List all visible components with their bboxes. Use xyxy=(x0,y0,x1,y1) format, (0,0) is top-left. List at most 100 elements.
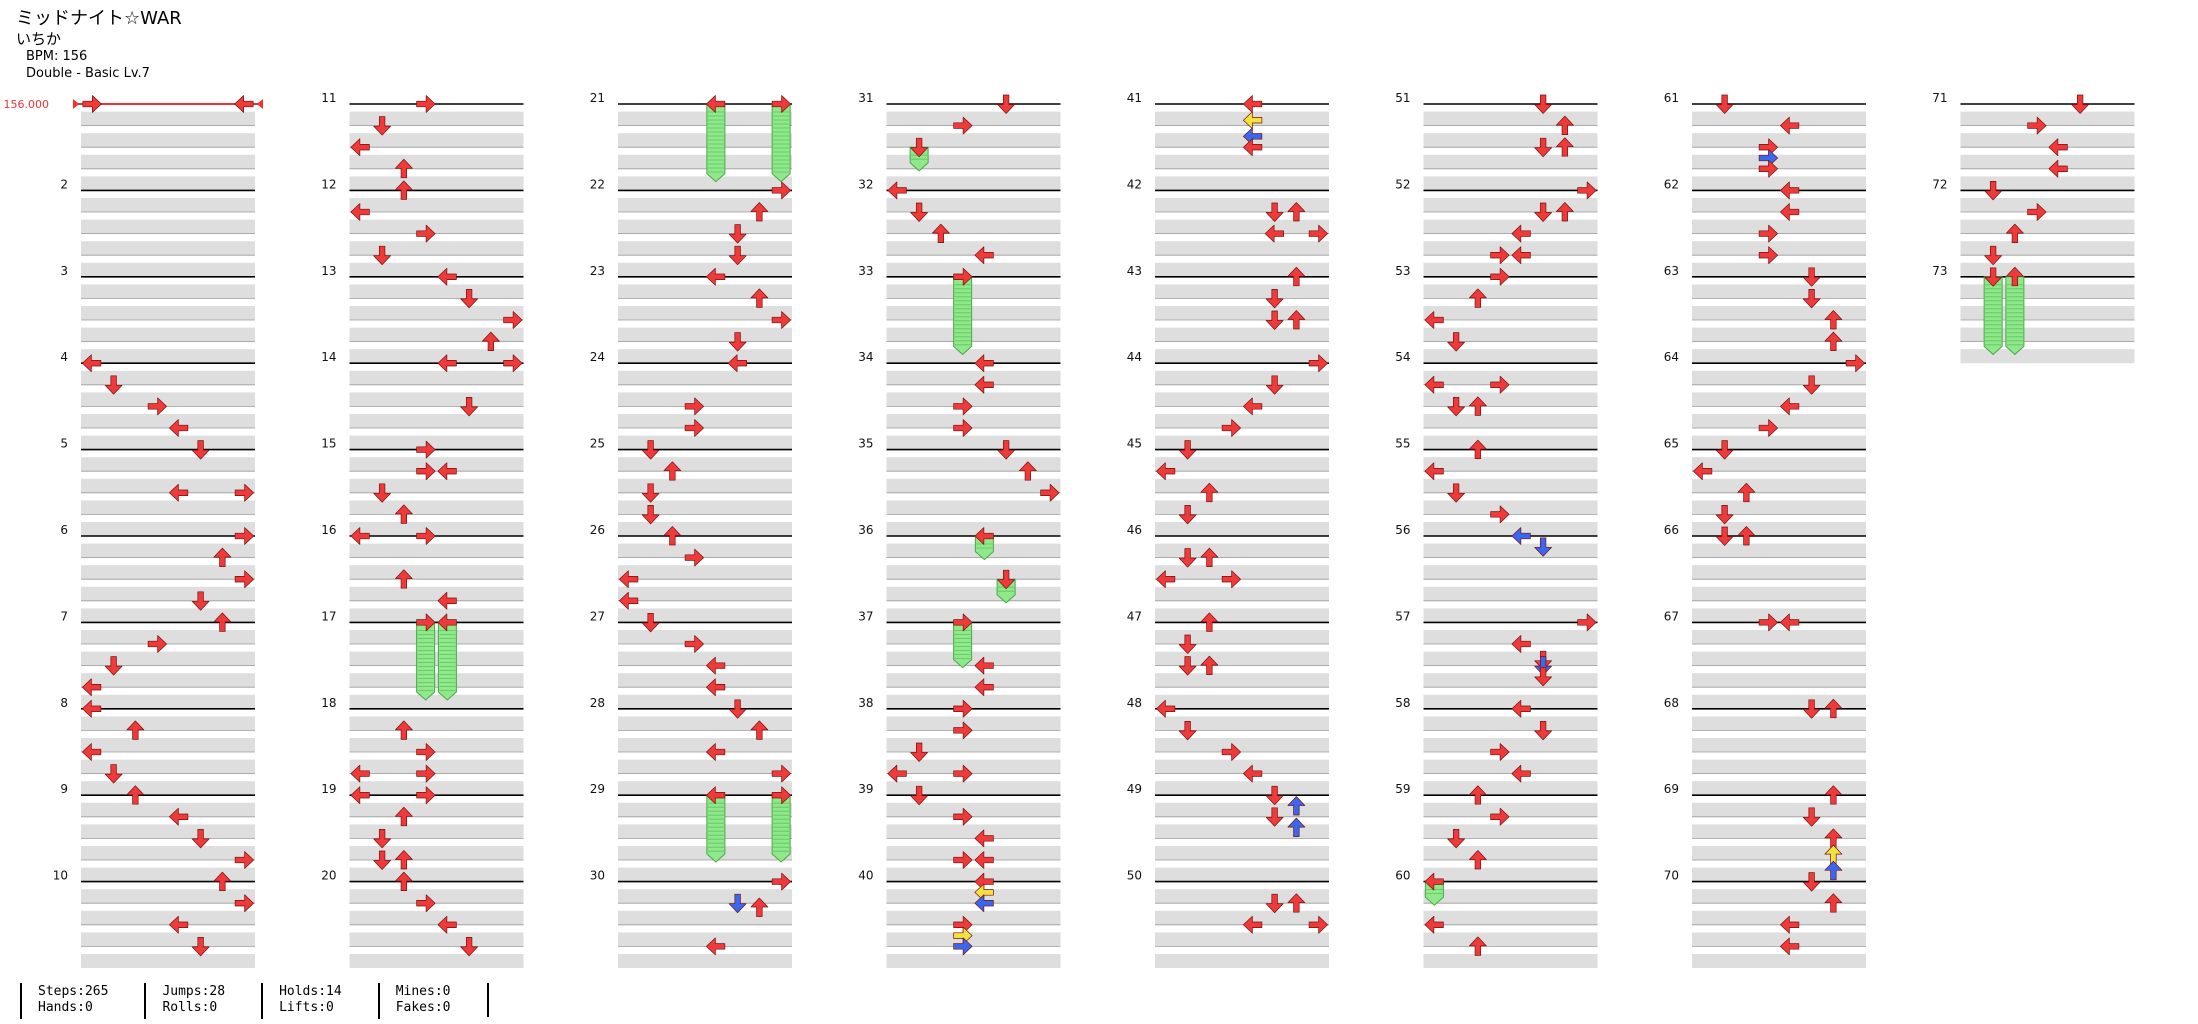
measure-number: 8 xyxy=(60,696,68,710)
beat-band xyxy=(886,846,1061,860)
beat-band xyxy=(618,867,792,882)
arrow-left-icon xyxy=(82,354,102,373)
beat-band xyxy=(1692,867,1866,882)
measure-number: 45 xyxy=(1127,437,1142,451)
beat-band xyxy=(349,262,524,277)
arrow-right-icon xyxy=(1490,267,1510,286)
beat-band xyxy=(1692,306,1866,320)
beat-band xyxy=(1692,154,1866,169)
arrow-left-icon xyxy=(169,483,189,502)
arrow-right-icon xyxy=(416,743,436,761)
arrow-right-icon xyxy=(1490,375,1510,394)
beat-band xyxy=(81,565,255,580)
beat-band xyxy=(1155,327,1329,342)
arrow-right-icon xyxy=(1308,224,1328,243)
arrow-right-icon xyxy=(684,419,704,437)
measure-number: 28 xyxy=(590,696,605,710)
arrow-down-icon xyxy=(1265,202,1284,222)
beat-band xyxy=(349,651,524,666)
measure-number: 16 xyxy=(321,523,336,537)
beat-band xyxy=(81,932,255,947)
beat-band xyxy=(349,889,524,904)
arrow-right-icon xyxy=(1490,743,1510,761)
beat-band xyxy=(1960,219,2135,234)
arrow-left-icon xyxy=(1511,246,1531,265)
arrow-right-icon xyxy=(953,937,973,956)
beat-band xyxy=(886,781,1061,796)
measure-number: 30 xyxy=(590,869,605,883)
arrow-down-icon xyxy=(1265,289,1284,309)
arrow-down-icon xyxy=(1534,202,1552,222)
arrow-left-icon xyxy=(974,375,994,394)
measure-number: 29 xyxy=(590,782,605,796)
arrow-down-icon xyxy=(1534,94,1552,114)
hold-note xyxy=(771,103,791,183)
arrow-down-icon xyxy=(1802,267,1821,287)
arrow-up-icon xyxy=(750,288,769,308)
beat-band xyxy=(618,392,792,407)
beat-band xyxy=(1423,910,1598,925)
arrow-left-icon xyxy=(1243,95,1263,113)
beat-band xyxy=(81,824,255,839)
beat-band xyxy=(618,889,792,904)
arrow-up-icon xyxy=(1287,817,1306,837)
beat-band xyxy=(1960,154,2135,169)
beat-band xyxy=(81,651,255,666)
beat-band xyxy=(886,241,1061,256)
beat-band xyxy=(1423,932,1598,947)
beat-band xyxy=(618,608,792,623)
beat-band xyxy=(1692,435,1866,450)
arrow-down-icon xyxy=(1802,872,1821,892)
measure-number: 14 xyxy=(321,350,336,364)
arrow-down-icon xyxy=(1984,181,2002,201)
beat-band xyxy=(1423,349,1598,364)
beat-band xyxy=(1155,284,1329,299)
beat-band xyxy=(349,370,524,385)
beat-band xyxy=(618,435,792,450)
arrow-down-icon xyxy=(1715,94,1734,114)
beat-band xyxy=(1155,781,1329,796)
arrow-right-icon xyxy=(1308,354,1328,373)
measure-number: 55 xyxy=(1395,437,1410,451)
beat-band xyxy=(1423,306,1598,320)
arrow-right-icon xyxy=(2027,203,2047,221)
beat-band xyxy=(886,759,1061,774)
beat-band xyxy=(349,500,524,515)
arrow-right-icon xyxy=(953,851,973,869)
arrow-left-icon xyxy=(706,656,726,675)
beat-band xyxy=(1423,543,1598,558)
arrow-right-icon xyxy=(1758,246,1778,265)
arrow-up-icon xyxy=(395,720,413,740)
beat-band xyxy=(349,284,524,299)
beat-band xyxy=(1692,716,1866,731)
beat-band xyxy=(1155,738,1329,752)
beat-band xyxy=(1155,306,1329,320)
arrow-left-icon xyxy=(974,829,994,848)
arrow-down-icon xyxy=(1534,537,1552,557)
stat-hands: Hands:0 xyxy=(38,1000,93,1015)
arrow-left-icon xyxy=(1780,116,1800,135)
arrow-up-icon xyxy=(1469,439,1487,459)
arrow-left-icon xyxy=(1780,203,1800,221)
arrow-left-icon xyxy=(1511,527,1531,545)
arrow-up-icon xyxy=(1556,202,1574,222)
measure-number: 50 xyxy=(1127,869,1142,883)
arrow-up-icon xyxy=(395,180,413,200)
arrow-left-icon xyxy=(1243,138,1263,157)
beat-band xyxy=(1423,651,1598,666)
arrow-left-icon xyxy=(1424,915,1444,934)
beat-band xyxy=(1423,802,1598,817)
beat-band xyxy=(618,630,792,644)
beat-band xyxy=(1692,586,1866,601)
beat-band xyxy=(349,716,524,731)
arrow-up-icon xyxy=(750,720,769,740)
measure-number: 48 xyxy=(1127,696,1142,710)
beat-band xyxy=(81,219,255,234)
arrow-up-icon xyxy=(1469,936,1487,956)
beat-band xyxy=(1692,846,1866,860)
beat-band xyxy=(618,478,792,493)
measure-number: 23 xyxy=(590,264,605,278)
hold-note xyxy=(416,621,436,701)
arrow-up-icon xyxy=(663,461,682,481)
beat-band xyxy=(1423,478,1598,493)
